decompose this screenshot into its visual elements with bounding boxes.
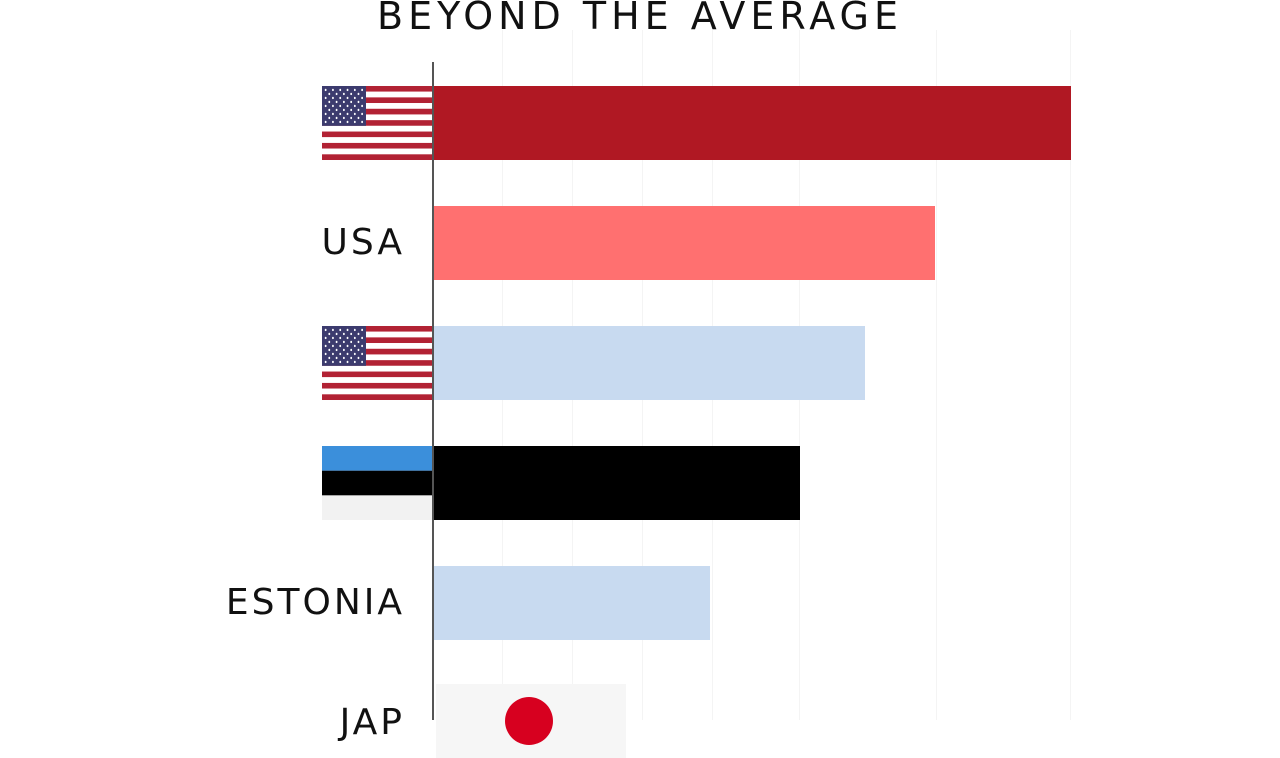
estonia-flag-icon xyxy=(322,446,432,520)
category-label: JAP xyxy=(339,702,405,743)
chart-title: BEYOND THE AVERAGE xyxy=(377,0,903,38)
usa-flag-icon xyxy=(322,326,432,400)
grid-line xyxy=(936,30,937,720)
category-label: USA xyxy=(321,222,405,263)
japan-flag-icon xyxy=(436,684,626,758)
bar xyxy=(434,446,800,520)
bar xyxy=(434,206,936,280)
bar xyxy=(434,566,710,640)
bar xyxy=(434,86,1071,160)
usa-flag-icon xyxy=(322,86,432,160)
grid-line xyxy=(1070,30,1071,720)
y-axis-line xyxy=(432,62,434,720)
bar xyxy=(434,326,865,400)
category-label: ESTONIA xyxy=(225,582,405,623)
